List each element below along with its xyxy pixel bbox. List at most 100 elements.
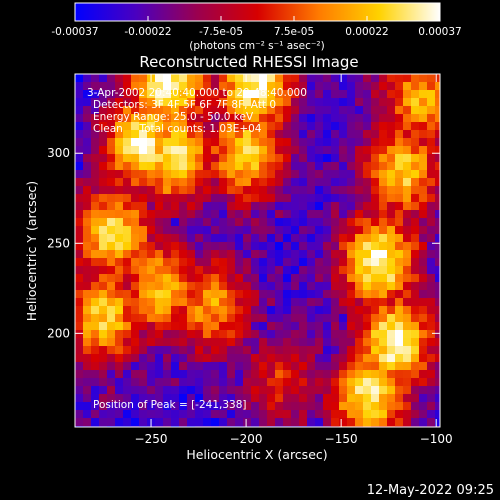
heatmap-cell: [227, 258, 235, 266]
heatmap-cell: [107, 122, 115, 130]
heatmap-cell: [395, 330, 403, 338]
heatmap-cell: [299, 162, 307, 170]
heatmap-cell: [283, 242, 291, 250]
heatmap-cell: [387, 362, 395, 370]
heatmap-cell: [379, 98, 387, 106]
heatmap-cell: [323, 330, 331, 338]
heatmap-cell: [259, 170, 267, 178]
heatmap-cell: [339, 346, 347, 354]
heatmap-cell: [307, 98, 315, 106]
heatmap-cell: [435, 178, 440, 186]
heatmap-cell: [347, 122, 355, 130]
heatmap-cell: [251, 274, 259, 282]
heatmap-cell: [419, 290, 427, 298]
heatmap-cell: [123, 354, 131, 362]
heatmap-cell: [91, 314, 99, 322]
heatmap-cell: [259, 378, 267, 386]
heatmap-cell: [339, 194, 347, 202]
heatmap-cell: [315, 402, 323, 410]
heatmap-cell: [419, 338, 427, 346]
heatmap-cell: [91, 258, 99, 266]
heatmap-cell: [419, 98, 427, 106]
heatmap-cell: [171, 410, 179, 418]
heatmap-cell: [323, 82, 331, 90]
heatmap-cell: [267, 362, 275, 370]
heatmap-cell: [331, 338, 339, 346]
heatmap-cell: [235, 186, 243, 194]
heatmap-cell: [187, 402, 195, 410]
heatmap-cell: [131, 178, 139, 186]
heatmap-cell: [115, 130, 123, 138]
heatmap-cell: [163, 330, 171, 338]
heatmap-cell: [155, 402, 163, 410]
heatmap-cell: [371, 106, 379, 114]
heatmap-cell: [307, 74, 315, 82]
heatmap-cell: [259, 194, 267, 202]
heatmap-cell: [123, 306, 131, 314]
heatmap-cell: [163, 410, 171, 418]
colorbar-tick-label: -0.00037: [51, 26, 98, 38]
heatmap-cell: [387, 258, 395, 266]
heatmap-cell: [155, 362, 163, 370]
heatmap-cell: [355, 130, 363, 138]
heatmap-cell: [147, 218, 155, 226]
heatmap-cell: [363, 362, 371, 370]
heatmap-cell: [139, 170, 147, 178]
heatmap-cell: [227, 282, 235, 290]
heatmap-cell: [155, 306, 163, 314]
heatmap-cell: [187, 82, 195, 90]
heatmap-cell: [323, 266, 331, 274]
heatmap-cell: [379, 322, 387, 330]
heatmap-cell: [275, 306, 283, 314]
heatmap-cell: [219, 362, 227, 370]
heatmap-cell: [235, 298, 243, 306]
heatmap-cell: [107, 402, 115, 410]
heatmap-cell: [259, 114, 267, 122]
heatmap-cell: [379, 202, 387, 210]
heatmap-cell: [179, 234, 187, 242]
heatmap-cell: [99, 418, 107, 426]
heatmap-cell: [363, 322, 371, 330]
heatmap-cell: [363, 258, 371, 266]
heatmap-cell: [139, 162, 147, 170]
heatmap-cell: [163, 114, 171, 122]
heatmap-cell: [139, 242, 147, 250]
heatmap-cell: [251, 178, 259, 186]
heatmap-cell: [251, 146, 259, 154]
heatmap-cell: [355, 258, 363, 266]
heatmap-cell: [115, 378, 123, 386]
heatmap-cell: [339, 378, 347, 386]
heatmap-cell: [291, 418, 299, 426]
heatmap-cell: [403, 74, 411, 82]
heatmap-cell: [331, 114, 339, 122]
heatmap-cell: [99, 74, 107, 82]
heatmap-cell: [427, 306, 435, 314]
heatmap-cell: [339, 106, 347, 114]
heatmap-cell: [163, 314, 171, 322]
heatmap-cell: [163, 98, 171, 106]
heatmap-cell: [139, 218, 147, 226]
heatmap-cell: [347, 298, 355, 306]
heatmap-cell: [155, 346, 163, 354]
heatmap-cell: [115, 90, 123, 98]
heatmap-cell: [83, 418, 91, 426]
heatmap-cell: [155, 114, 163, 122]
heatmap-cell: [123, 410, 131, 418]
heatmap-cell: [251, 250, 259, 258]
heatmap-cell: [315, 146, 323, 154]
heatmap-cell: [291, 402, 299, 410]
colorbar-tick-label: 0.00037: [418, 26, 461, 38]
heatmap-cell: [83, 90, 91, 98]
heatmap-cell: [387, 314, 395, 322]
heatmap-cell: [163, 266, 171, 274]
heatmap-cell: [115, 114, 123, 122]
heatmap-cell: [411, 370, 419, 378]
heatmap-cell: [315, 170, 323, 178]
heatmap-cell: [387, 154, 395, 162]
heatmap-cell: [211, 178, 219, 186]
y-axis-label: Heliocentric Y (arcsec): [24, 181, 39, 321]
heatmap-cell: [235, 274, 243, 282]
heatmap-cell: [371, 306, 379, 314]
heatmap-cell: [123, 154, 131, 162]
heatmap-cell: [179, 90, 187, 98]
